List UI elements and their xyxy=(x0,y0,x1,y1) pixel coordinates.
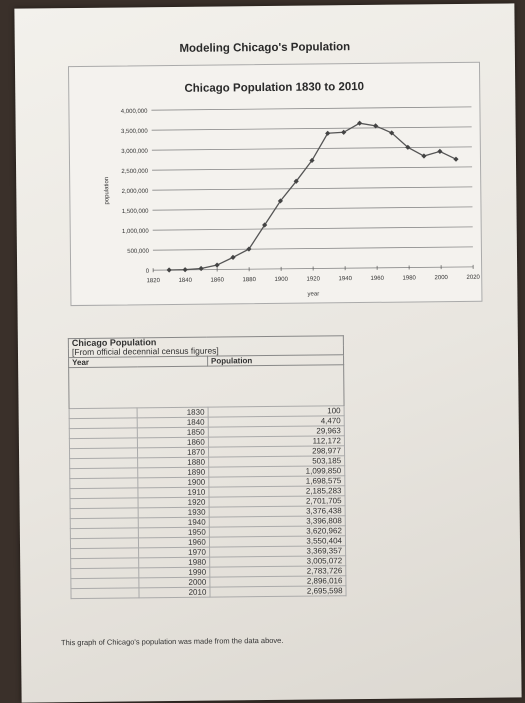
population-cell: 2,695,598 xyxy=(210,586,346,597)
data-point xyxy=(357,121,362,126)
y-axis-label: population xyxy=(104,177,110,205)
data-point xyxy=(437,149,442,154)
year-cell: 1910 xyxy=(138,487,209,498)
gridline xyxy=(152,167,472,170)
year-cell: 1970 xyxy=(139,547,210,558)
year-cell: 1950 xyxy=(139,527,210,538)
year-cell: 1990 xyxy=(139,567,210,578)
year-cell: 1980 xyxy=(139,557,210,568)
year-cell: 1860 xyxy=(138,437,209,448)
x-tick-label: 2000 xyxy=(435,275,449,281)
table-spacer xyxy=(69,365,344,409)
y-tick-label: 1,000,000 xyxy=(122,229,149,235)
population-chart: Chicago Population 1830 to 2010 0 500,000 1… xyxy=(68,62,482,306)
x-tick-label: 1980 xyxy=(403,275,417,281)
x-tick-label: 1860 xyxy=(211,277,225,283)
chart-title: Chicago Population 1830 to 2010 xyxy=(184,81,364,95)
x-tick-label: 1820 xyxy=(147,278,161,284)
year-cell: 1920 xyxy=(138,497,209,508)
row-pad-cell xyxy=(71,588,139,599)
y-tick-label: 500,000 xyxy=(127,249,149,255)
y-tick-label: 0 xyxy=(146,269,150,275)
year-cell: 1900 xyxy=(138,477,209,488)
year-cell: 1840 xyxy=(138,417,209,428)
population-table: Chicago Population [From official decenn… xyxy=(68,335,347,599)
y-tick-label: 1,500,000 xyxy=(122,209,149,215)
year-cell: 1890 xyxy=(138,467,209,478)
year-cell: 1880 xyxy=(138,457,209,468)
x-tick-label: 1920 xyxy=(307,276,321,282)
population-table-wrap: Chicago Population [From official decenn… xyxy=(68,335,347,599)
x-tick-label: 1840 xyxy=(179,278,193,284)
x-tick-label: 1960 xyxy=(371,276,385,282)
x-tick-label: 1900 xyxy=(275,277,289,283)
year-cell: 1870 xyxy=(138,447,209,458)
data-point xyxy=(214,262,219,267)
data-point xyxy=(182,267,187,272)
year-cell: 2010 xyxy=(139,587,210,598)
gridline xyxy=(153,227,473,230)
x-tick-label: 1880 xyxy=(243,277,257,283)
gridline xyxy=(152,147,472,150)
paper-sheet: Modeling Chicago's Population Chicago Po… xyxy=(14,3,521,702)
chart-svg: Chicago Population 1830 to 2010 0 500,000 1… xyxy=(69,63,481,305)
year-cell: 2000 xyxy=(139,577,210,588)
year-cell: 1830 xyxy=(137,407,208,418)
data-point xyxy=(453,157,458,162)
year-cell: 1940 xyxy=(139,517,210,528)
data-point xyxy=(198,266,203,271)
y-tick-label: 4,000,000 xyxy=(121,109,148,115)
population-cell: 29,963 xyxy=(208,426,344,437)
gridline xyxy=(152,187,472,190)
gridline xyxy=(153,247,473,250)
gridline xyxy=(152,127,472,130)
year-cell: 1850 xyxy=(138,427,209,438)
gridline xyxy=(151,107,471,110)
population-cell: 4,470 xyxy=(208,416,344,427)
y-tick-label: 2,500,000 xyxy=(121,169,148,175)
y-tick-label: 3,500,000 xyxy=(121,129,148,135)
year-cell: 1930 xyxy=(138,507,209,518)
x-tick-label: 2020 xyxy=(467,275,481,281)
y-tick-label: 3,000,000 xyxy=(121,149,148,155)
caption: This graph of Chicago's population was m… xyxy=(61,636,283,647)
gridline xyxy=(152,207,472,210)
y-tick-label: 2,000,000 xyxy=(122,189,149,195)
x-tick-label: 1940 xyxy=(339,276,353,282)
data-point xyxy=(166,267,171,272)
population-cell: 298,977 xyxy=(208,446,344,457)
year-cell: 1960 xyxy=(139,537,210,548)
data-point xyxy=(230,255,235,260)
x-axis-label: year xyxy=(308,291,320,297)
data-point xyxy=(421,153,426,158)
document-title: Modeling Chicago's Population xyxy=(15,39,515,56)
population-cell: 112,172 xyxy=(208,436,344,447)
data-point xyxy=(341,130,346,135)
